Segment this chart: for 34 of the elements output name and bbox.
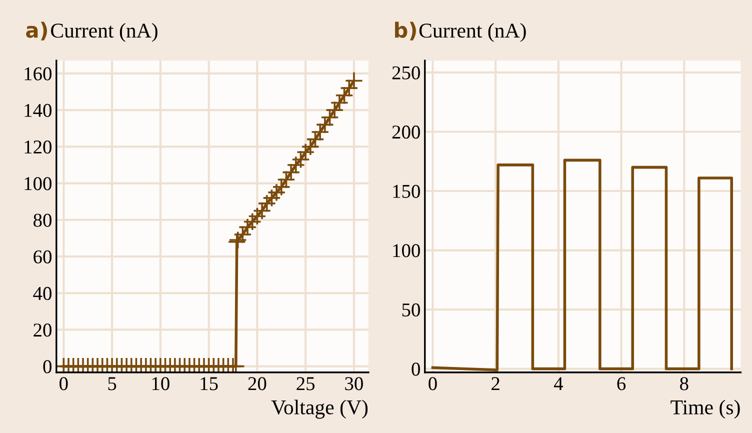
y-tick-label: 100 [24, 177, 52, 190]
chart-title: a) [26, 22, 47, 40]
x-tick-label: 2 [492, 377, 500, 390]
y-tick-label: 0 [412, 362, 420, 376]
x-tick-label: 5 [108, 377, 116, 390]
y-axis-title: Current (nA) [419, 23, 526, 42]
x-axis-title: Time (s) [670, 400, 740, 419]
y-tick-label: 100 [393, 244, 420, 258]
y-tick-label: 140 [24, 104, 52, 117]
y-tick-label: 0 [43, 360, 52, 374]
x-tick-label: 20 [248, 377, 266, 390]
x-tick-label: 0 [60, 377, 68, 390]
y-axis-title: Current (nA) [51, 23, 158, 42]
y-tick-label: 160 [24, 67, 52, 80]
y-tick-label: 80 [34, 214, 52, 227]
y-tick-label: 20 [34, 324, 52, 337]
y-tick-label: 200 [392, 126, 420, 139]
y-tick-label: 250 [392, 66, 420, 80]
line-series [431, 158, 733, 372]
x-tick-label: 4 [554, 377, 563, 390]
chart-title: b) [395, 22, 416, 40]
y-tick-label: 120 [24, 140, 52, 154]
x-axis-title: Voltage (V) [271, 400, 368, 419]
y-tick-label: 50 [402, 303, 420, 316]
x-tick-label: 8 [680, 377, 688, 390]
x-tick-label: 30 [345, 377, 363, 390]
x-tick-label: 15 [200, 377, 218, 390]
x-tick-label: 25 [296, 377, 315, 390]
y-tick-label: 150 [393, 184, 420, 198]
x-tick-label: 0 [428, 377, 437, 390]
y-tick-label: 40 [33, 286, 52, 300]
y-tick-label: 60 [34, 250, 52, 264]
x-tick-label: 6 [617, 377, 626, 390]
x-tick-label: 10 [152, 377, 170, 390]
